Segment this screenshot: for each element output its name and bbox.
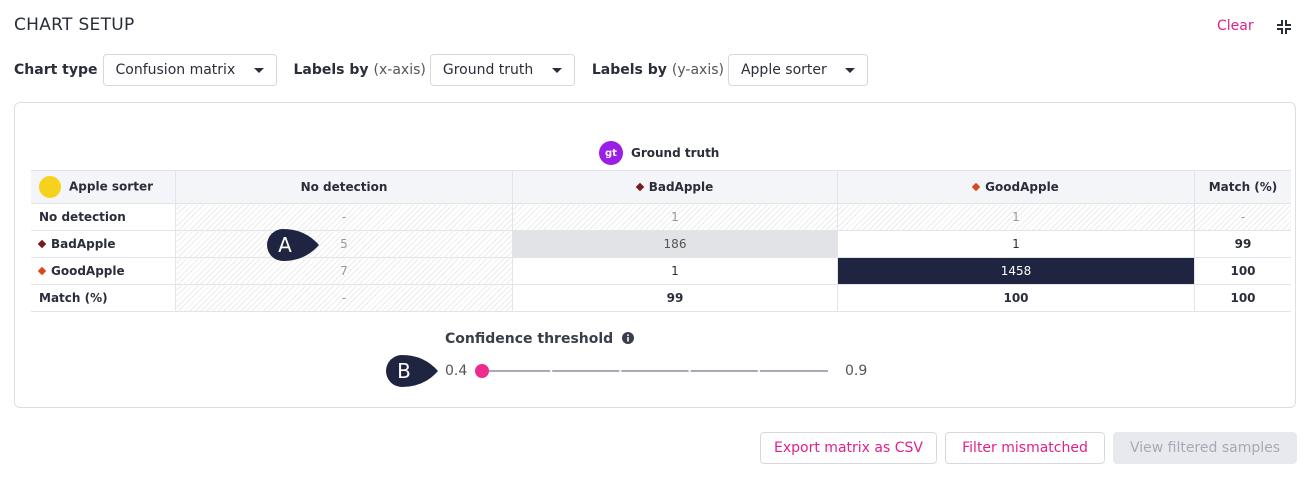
column-header: Match (%) bbox=[1194, 170, 1291, 204]
label: GoodApple bbox=[51, 264, 125, 278]
info-icon[interactable] bbox=[622, 332, 635, 344]
row: Match (%) -99 100 100 bbox=[31, 284, 1291, 312]
row-header: GoodApple bbox=[31, 257, 176, 285]
column-header: BadApple bbox=[512, 170, 838, 204]
cell: 99 bbox=[1194, 230, 1291, 258]
cell: 99 bbox=[512, 284, 838, 312]
diamond bbox=[971, 182, 981, 192]
button: View filtered samples bbox=[1113, 432, 1297, 464]
cell: 7 bbox=[175, 257, 513, 285]
corner: Apple sorter bbox=[31, 170, 176, 204]
row: No detection -1 1- bbox=[31, 203, 1291, 231]
y-title: Apple sorter bbox=[69, 179, 153, 194]
dropdown[interactable]: Apple sorter bbox=[727, 54, 868, 86]
row-header: BadApple bbox=[31, 230, 176, 258]
value: Ground truth bbox=[442, 62, 534, 78]
axis: (x-axis) bbox=[373, 62, 426, 78]
label: Labels by bbox=[591, 62, 667, 78]
cell: 100 bbox=[1194, 257, 1291, 285]
label: BadApple bbox=[51, 237, 116, 251]
cell: 1 bbox=[837, 203, 1195, 231]
title: CHART SETUP bbox=[14, 15, 135, 35]
dropdown[interactable]: Ground truth bbox=[429, 54, 575, 86]
label: No detection bbox=[39, 210, 126, 224]
diamond bbox=[635, 182, 644, 192]
row: GoodApple 7 1 1458 100 bbox=[31, 257, 1291, 285]
label: Chart type bbox=[14, 62, 98, 78]
label: BadApple bbox=[648, 180, 714, 194]
cell: 1 bbox=[837, 230, 1195, 258]
value: Apple sorter bbox=[740, 62, 827, 78]
label: Match (%) bbox=[39, 291, 108, 305]
cell: 1 bbox=[512, 257, 838, 285]
label: Confidence threshold bbox=[445, 331, 614, 347]
cell: 5 bbox=[175, 230, 513, 258]
apple-sorter-icon bbox=[39, 176, 61, 198]
x-header: gt Ground truth bbox=[599, 141, 719, 165]
confusion-matrix: Apple sorter No detection BadApple GoodAppl… bbox=[31, 170, 1291, 312]
column-header: GoodApple bbox=[837, 170, 1195, 204]
button[interactable]: Filter mismatched bbox=[945, 432, 1105, 464]
diamond bbox=[37, 239, 47, 249]
cell: - bbox=[1194, 203, 1291, 231]
cell: 186 bbox=[512, 230, 838, 258]
badge: gt bbox=[599, 141, 623, 165]
cell: 100 bbox=[837, 284, 1195, 312]
label: Match (%) bbox=[1208, 180, 1278, 194]
cell: 1458 bbox=[837, 257, 1195, 285]
axis: (y-axis) bbox=[671, 62, 724, 78]
cell: - bbox=[175, 284, 513, 312]
label: Labels by bbox=[293, 62, 369, 78]
button[interactable]: Export matrix as CSV bbox=[760, 432, 937, 464]
label: No detection bbox=[300, 180, 388, 194]
column-header: No detection bbox=[175, 170, 513, 204]
cell: - bbox=[175, 203, 513, 231]
slider-min: 0.4 bbox=[445, 363, 468, 379]
header-row: Apple sorter No detection BadApple GoodAppl… bbox=[31, 170, 1291, 204]
clear-link[interactable]: Clear bbox=[1217, 18, 1254, 34]
label: GoodApple bbox=[985, 180, 1059, 194]
diamond bbox=[37, 266, 47, 276]
cell: 1 bbox=[512, 203, 838, 231]
panel bbox=[14, 102, 1296, 408]
cell: 100 bbox=[1194, 284, 1291, 312]
value: Confusion matrix bbox=[115, 62, 236, 78]
row-header: Match (%) bbox=[31, 284, 176, 312]
row: BadApple 5 186 1 99 bbox=[31, 230, 1291, 258]
controls: Chart type Confusion matrix Labels by (x… bbox=[14, 54, 885, 86]
x-title: Ground truth bbox=[631, 146, 720, 160]
slider-max: 0.9 bbox=[845, 363, 868, 379]
dropdown[interactable]: Confusion matrix bbox=[102, 54, 277, 86]
slider-label: Confidence threshold bbox=[445, 331, 635, 347]
collapse-icon[interactable] bbox=[1276, 19, 1292, 35]
row-header: No detection bbox=[31, 203, 176, 231]
